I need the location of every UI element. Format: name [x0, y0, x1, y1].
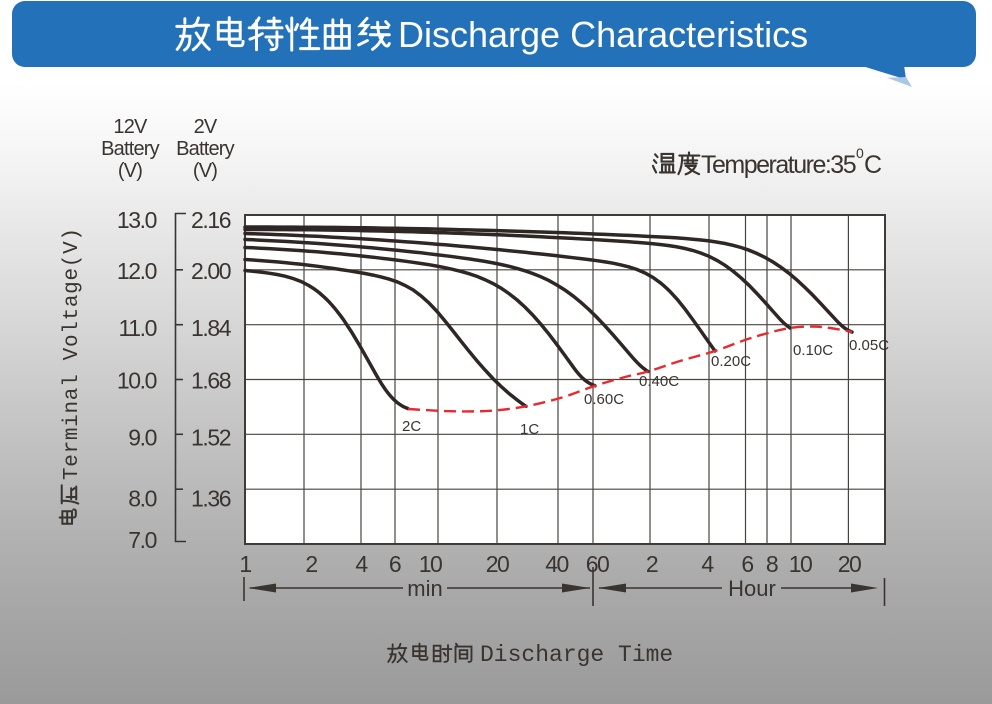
svg-text:6: 6: [741, 551, 753, 577]
svg-text:13.0: 13.0: [117, 207, 157, 233]
svg-text:10: 10: [419, 551, 442, 577]
svg-text:Discharge Time: Discharge Time: [480, 642, 673, 668]
svg-text:20: 20: [838, 551, 861, 577]
svg-text:8: 8: [766, 551, 778, 577]
svg-text:0: 0: [856, 145, 864, 161]
svg-text:1: 1: [239, 551, 251, 577]
svg-text:Battery: Battery: [101, 138, 160, 160]
svg-text:0.05C: 0.05C: [849, 337, 889, 354]
svg-text:Battery: Battery: [176, 138, 235, 160]
svg-text:6: 6: [389, 551, 401, 577]
svg-text:9.0: 9.0: [128, 424, 156, 450]
svg-text:0.10C: 0.10C: [793, 342, 833, 359]
svg-text:1C: 1C: [520, 421, 539, 438]
svg-text:10: 10: [789, 551, 812, 577]
svg-text:8.0: 8.0: [128, 486, 156, 512]
svg-text:0.60C: 0.60C: [584, 391, 624, 408]
svg-text:0.40C: 0.40C: [639, 373, 679, 390]
svg-text:Temperature:35: Temperature:35: [701, 151, 856, 179]
svg-text:2.16: 2.16: [191, 207, 231, 233]
svg-text:C: C: [864, 151, 882, 179]
svg-text:Terminal Voltage(V): Terminal Voltage(V): [61, 228, 84, 480]
svg-text:1.68: 1.68: [191, 368, 231, 394]
svg-text:(V): (V): [193, 160, 217, 182]
svg-text:1.52: 1.52: [191, 424, 231, 450]
svg-text:4: 4: [701, 551, 714, 577]
svg-text:2V: 2V: [194, 116, 218, 138]
svg-text:40: 40: [545, 551, 568, 577]
svg-text:7.0: 7.0: [128, 527, 156, 553]
svg-text:2: 2: [305, 551, 317, 577]
svg-text:60: 60: [586, 551, 609, 577]
svg-text:12V: 12V: [113, 116, 148, 138]
svg-text:min: min: [407, 576, 442, 601]
svg-text:4: 4: [355, 551, 368, 577]
svg-text:12.0: 12.0: [117, 258, 157, 284]
svg-text:0.20C: 0.20C: [711, 353, 751, 370]
svg-text:2C: 2C: [402, 418, 421, 435]
svg-text:1.36: 1.36: [191, 486, 231, 512]
svg-text:20: 20: [486, 551, 509, 577]
svg-text:2.00: 2.00: [191, 258, 231, 284]
svg-text:Discharge Characteristics: Discharge Characteristics: [398, 14, 808, 55]
svg-text:1.84: 1.84: [191, 315, 232, 341]
svg-text:10.0: 10.0: [117, 368, 157, 394]
svg-text:(V): (V): [118, 160, 142, 182]
svg-text:Hour: Hour: [728, 576, 776, 601]
svg-text:2: 2: [646, 551, 658, 577]
svg-text:11.0: 11.0: [119, 315, 157, 341]
